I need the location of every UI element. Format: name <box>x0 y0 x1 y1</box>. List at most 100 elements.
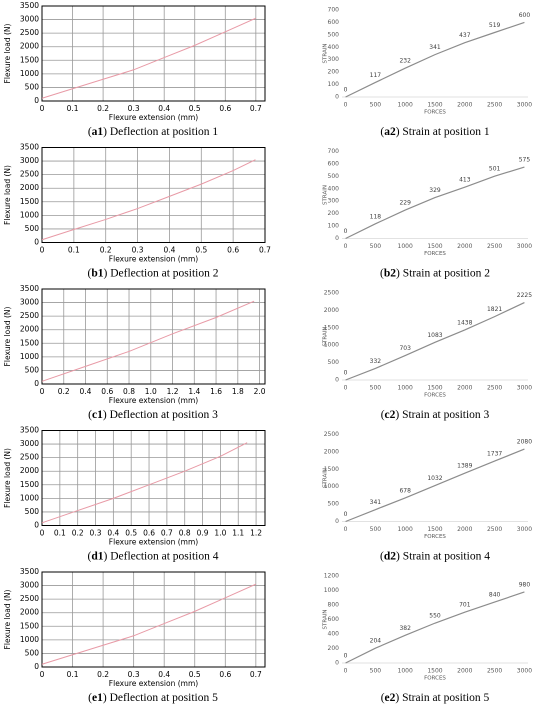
x-tick-label: 2.0 <box>254 387 266 396</box>
data-label: 118 <box>370 213 382 220</box>
data-line <box>41 583 257 665</box>
x-tick-label: 1500 <box>427 526 442 533</box>
x-tick-label: 0.3 <box>132 246 144 255</box>
data-label: 1032 <box>427 475 442 482</box>
caption-part: d2 <box>384 550 396 562</box>
y-tick-label: 500 <box>25 648 40 657</box>
caption: (d2) Strain at position 4 <box>380 550 490 562</box>
caption-part: ) Deflection at position 5 <box>103 692 218 704</box>
x-tick-label: 1000 <box>398 385 413 392</box>
x-tick-label: 0.5 <box>189 670 201 679</box>
y-tick-label: 1000 <box>20 635 39 644</box>
y-tick-label: 2000 <box>324 448 339 455</box>
x-tick-label: 500 <box>370 243 382 250</box>
y-tick-label: 300 <box>328 198 340 205</box>
caption-part: ) Strain at position 5 <box>395 692 489 704</box>
x-tick-label: 0.1 <box>68 246 80 255</box>
data-label: 0 <box>344 370 348 377</box>
y-tick-label: 2500 <box>20 311 39 320</box>
data-label: 840 <box>489 592 501 599</box>
x-tick-label: 0 <box>40 529 45 538</box>
caption-part: ( <box>88 692 92 704</box>
y-tick-label: 3000 <box>20 298 39 307</box>
caption-part: c2 <box>385 409 396 421</box>
x-tick-label: 0 <box>40 104 45 113</box>
data-label: 329 <box>429 187 441 194</box>
x-tick-label: 0.6 <box>219 104 231 113</box>
y-axis-label: STRAIN <box>323 468 329 488</box>
data-line <box>345 166 525 240</box>
caption: (b1) Deflection at position 2 <box>88 267 219 279</box>
caption-part: c1 <box>92 409 103 421</box>
y-tick-label: 1500 <box>20 197 39 206</box>
y-tick-label: 2000 <box>20 608 39 617</box>
data-line <box>345 591 525 664</box>
plot-frame <box>41 571 266 668</box>
x-tick-label: 0 <box>40 670 45 679</box>
x-tick-label: 1000 <box>398 102 413 109</box>
y-tick-label: 1500 <box>20 480 39 489</box>
data-label: 232 <box>399 58 411 65</box>
x-tick-label: 500 <box>370 526 382 533</box>
x-tick-label: 1500 <box>427 243 442 250</box>
caption-part: ) Deflection at position 2 <box>104 267 219 279</box>
caption: (b2) Strain at position 2 <box>380 267 490 279</box>
plot-frame <box>41 288 266 385</box>
data-label: 519 <box>489 22 501 29</box>
x-axis-label: FORCES <box>424 251 446 257</box>
y-tick-label: 500 <box>25 82 40 91</box>
x-tick-label: 0.4 <box>158 104 170 113</box>
data-label: 1438 <box>457 319 472 326</box>
x-tick-label: 1000 <box>398 526 413 533</box>
panel: 0 100 200 300 400 500 600 700 0 500 1000 1500 2000 25… <box>323 148 533 279</box>
panel: 0 500 1000 1500 2000 2500 3000 3500 0 0.1 0.2 0.3 0.… <box>3 567 266 704</box>
y-tick-label: 1000 <box>20 69 39 78</box>
y-tick-label: 2500 <box>20 594 39 603</box>
data-line <box>345 448 525 523</box>
y-tick-label: 500 <box>25 365 40 374</box>
y-tick-label: 500 <box>328 31 340 38</box>
data-label: 229 <box>399 200 411 207</box>
x-tick-label: 1.8 <box>232 387 244 396</box>
caption-part: ( <box>381 692 385 704</box>
y-tick-label: 400 <box>328 44 340 51</box>
x-tick-label: 2500 <box>487 668 502 675</box>
y-axis-label: Flexure load (N) <box>3 306 12 366</box>
x-axis-label: FORCES <box>424 676 446 682</box>
y-axis-label: Flexure load (N) <box>3 589 12 649</box>
data-label: 678 <box>399 487 411 494</box>
x-tick-label: 0.5 <box>189 104 201 113</box>
x-tick-label: 0.3 <box>128 104 140 113</box>
y-tick-label: 2500 <box>324 290 339 297</box>
y-tick-label: 200 <box>328 210 340 217</box>
y-tick-label: 0 <box>335 660 339 667</box>
x-tick-label: 0.6 <box>227 246 239 255</box>
x-tick-label: 0.7 <box>161 529 173 538</box>
x-tick-label: 2000 <box>457 385 472 392</box>
y-tick-label: 3000 <box>20 15 39 24</box>
data-label: 701 <box>459 602 471 609</box>
x-tick-label: 0.2 <box>58 387 70 396</box>
x-tick-label: 0.5 <box>125 529 137 538</box>
x-tick-label: 1500 <box>427 102 442 109</box>
caption-part: ) Deflection at position 4 <box>104 550 219 562</box>
y-tick-label: 2500 <box>20 28 39 37</box>
data-label: 0 <box>344 653 348 660</box>
panel: 0 500 1000 1500 2000 2500 0 500 1000 1500 2000 2500… <box>323 431 533 562</box>
x-tick-label: 3000 <box>517 243 532 250</box>
data-label: 550 <box>429 613 441 620</box>
data-line <box>41 159 256 241</box>
caption: (c1) Deflection at position 3 <box>88 409 218 421</box>
y-tick-label: 1000 <box>324 587 339 594</box>
y-tick-label: 2500 <box>20 453 39 462</box>
caption-part: ( <box>88 550 92 562</box>
y-tick-label: 1000 <box>324 483 339 490</box>
y-tick-label: 2500 <box>20 170 39 179</box>
caption-part: e2 <box>385 692 396 704</box>
x-tick-label: 500 <box>370 668 382 675</box>
x-tick-label: 1.6 <box>210 387 222 396</box>
y-tick-label: 0 <box>34 238 39 247</box>
y-tick-label: 0 <box>335 377 339 384</box>
x-tick-label: 0.6 <box>143 529 155 538</box>
